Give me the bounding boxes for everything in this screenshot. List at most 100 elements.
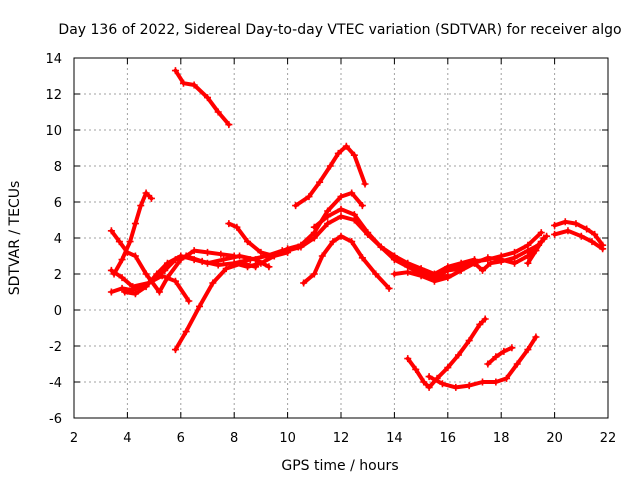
data-point-marker [118,274,126,282]
data-point-marker [190,247,198,255]
data-point-marker [404,268,412,276]
data-point-marker [118,284,126,292]
series-line [405,317,488,390]
data-point-marker [564,227,572,235]
data-point-marker [107,227,115,235]
series-track-11 [300,232,393,292]
y-tick-label: -2 [49,340,62,355]
data-point-marker [244,238,252,246]
data-point-marker [244,263,252,271]
data-point-marker [503,374,511,382]
data-point-marker [137,202,145,210]
data-point-marker [350,151,358,159]
data-point-marker [417,272,425,280]
data-point-marker [225,121,233,129]
data-point-marker [430,277,438,285]
series-track-17 [404,315,489,391]
series-track-21 [551,227,607,253]
y-tick-label: 12 [45,88,62,103]
data-point-marker [292,202,300,210]
data-point-marker [190,256,198,264]
data-point-marker [155,288,163,296]
data-point-marker [297,243,305,251]
data-point-marker [551,230,559,238]
data-point-marker [185,297,193,305]
y-tick-label: 14 [45,52,62,67]
data-point-marker [316,178,324,186]
data-point-marker [425,373,433,381]
data-point-marker [257,259,265,267]
x-tick-label: 14 [386,431,403,446]
data-point-marker [551,221,559,229]
data-point-marker [220,256,228,264]
chart-title: Day 136 of 2022, Sidereal Day-to-day VTE… [58,22,621,38]
data-point-marker [561,218,569,226]
data-point-marker [500,347,508,355]
data-point-marker [270,252,278,260]
data-point-marker [131,220,139,228]
data-point-marker [465,337,473,345]
data-point-marker [195,302,203,310]
data-point-marker [372,270,380,278]
data-point-marker [385,284,393,292]
data-series [107,67,607,391]
data-point-marker [107,288,115,296]
y-tick-label: -4 [49,376,62,391]
data-point-marker [454,351,462,359]
data-point-marker [190,81,198,89]
data-point-marker [438,380,446,388]
data-point-marker [471,259,478,267]
data-point-marker [577,232,585,240]
series-track-19 [484,344,516,368]
data-point-marker [126,238,134,246]
data-point-marker [107,266,115,274]
x-tick-label: 10 [279,431,296,446]
data-point-marker [230,259,238,267]
data-point-marker [452,383,460,391]
x-tick-label: 22 [600,431,617,446]
data-point-marker [337,212,345,220]
data-point-marker [492,353,500,361]
x-tick-label: 12 [333,431,350,446]
series-line [293,144,367,208]
series-track-2 [292,142,369,210]
data-point-marker [508,344,516,352]
data-point-marker [158,272,166,280]
x-tick-label: 2 [70,431,78,446]
data-point-marker [171,67,179,75]
data-point-marker [265,263,273,271]
y-tick-label: 8 [54,160,62,175]
data-point-marker [487,259,495,267]
data-point-marker [163,259,171,267]
data-point-marker [209,279,217,287]
data-point-marker [179,79,187,87]
data-point-marker [217,250,225,258]
data-point-marker [252,256,260,264]
data-point-marker [153,270,161,278]
data-point-marker [115,238,123,246]
series-track-22 [524,234,548,267]
y-tick-label: -6 [49,412,62,427]
data-point-marker [532,333,540,341]
series-line [173,68,231,127]
data-point-marker [457,265,465,273]
y-tick-label: 2 [54,268,62,283]
data-point-marker [204,94,211,102]
data-point-marker [318,252,326,260]
y-tick-label: 6 [54,196,62,211]
data-point-marker [182,328,190,336]
data-point-marker [142,283,150,291]
data-point-marker [257,248,265,256]
data-point-marker [123,248,131,256]
data-point-marker [171,277,179,285]
data-point-marker [524,346,532,354]
data-point-marker [131,252,139,260]
x-tick-label: 8 [230,431,238,446]
data-point-marker [390,256,398,264]
data-point-marker [147,194,155,202]
data-point-marker [310,223,318,231]
data-point-marker [131,290,139,298]
y-tick-label: 0 [54,304,62,319]
series-track-1 [171,67,233,129]
x-tick-label: 16 [440,431,457,446]
